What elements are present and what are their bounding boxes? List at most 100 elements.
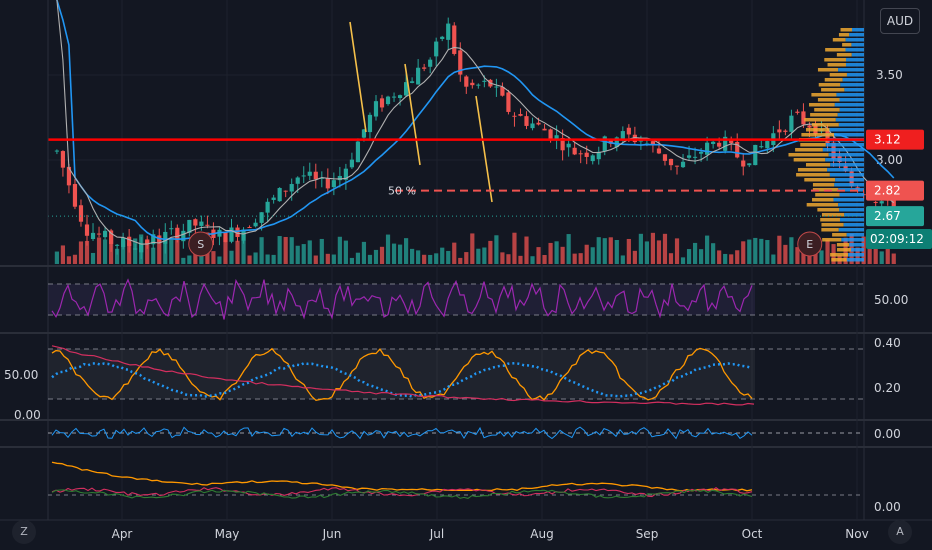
volume-bar	[235, 240, 240, 264]
candle	[199, 215, 204, 231]
x-tick-label: Jul	[429, 527, 444, 541]
profile-bar-buy	[838, 228, 864, 232]
candle	[102, 226, 108, 240]
candle-body	[614, 137, 619, 148]
volume-bar	[464, 252, 469, 264]
volume-bar	[656, 240, 662, 264]
volume-bar	[379, 246, 385, 264]
candle	[253, 218, 258, 228]
profile-bar-buy	[850, 248, 864, 252]
volume-bar	[313, 255, 318, 264]
volume-bar	[632, 250, 637, 264]
volume-bar	[662, 233, 668, 264]
candle-body	[78, 205, 84, 222]
volume-bar	[115, 248, 120, 264]
candle	[777, 120, 782, 140]
candle	[90, 223, 96, 241]
volume-bar	[807, 253, 812, 264]
profile-bar-buy	[825, 143, 864, 147]
candle	[434, 37, 439, 67]
profile-bar-sell	[812, 183, 835, 187]
auto-scale-button[interactable]: A	[888, 520, 912, 544]
osc-stochastic-line	[51, 347, 753, 402]
volume-bar	[355, 252, 361, 264]
currency-button[interactable]: AUD	[880, 8, 920, 34]
profile-bar-buy	[839, 193, 864, 197]
badge-last-price	[866, 206, 924, 227]
volume-bar	[259, 237, 264, 264]
volume-bar	[825, 239, 830, 264]
profile-bar-buy	[829, 128, 864, 132]
volume-bar	[422, 254, 427, 264]
volume-bar	[578, 253, 583, 264]
candle-body	[548, 129, 553, 140]
osc-left-tick: 0.00	[14, 408, 41, 422]
profile-bar-buy	[844, 213, 864, 217]
candle	[271, 194, 276, 204]
candle	[452, 22, 457, 56]
candle-body	[205, 224, 210, 226]
candle-body	[253, 222, 258, 227]
candle-body	[283, 190, 288, 192]
candle	[662, 154, 668, 166]
profile-bar-buy	[841, 238, 864, 242]
volume-bar	[765, 240, 770, 264]
osc-signal-dots	[51, 361, 753, 398]
volume-bar	[133, 238, 138, 264]
volume-bar	[518, 255, 523, 264]
candle	[524, 111, 529, 130]
volume-bar	[650, 232, 656, 264]
profile-bar-sell	[837, 248, 851, 252]
candle-body	[379, 98, 385, 108]
profile-bar-sell	[820, 218, 840, 222]
candle	[115, 243, 120, 255]
profile-bar-sell	[821, 213, 845, 217]
badge-timer	[866, 229, 932, 249]
badge-retracement	[866, 180, 924, 201]
profile-bar-buy	[848, 253, 864, 257]
profile-bar-buy	[845, 58, 864, 62]
trend-stroke	[475, 95, 493, 203]
candle-body	[313, 171, 318, 180]
profile-bar-sell	[817, 208, 840, 212]
candle-body	[608, 139, 613, 144]
candle-body	[638, 140, 643, 142]
volume-bar	[265, 254, 270, 264]
candle-body	[668, 158, 674, 166]
candle-body	[783, 130, 788, 132]
candle-body	[692, 156, 698, 158]
osc-right-tick: 0.20	[874, 381, 901, 395]
volume-bar	[476, 248, 481, 264]
volume-bar	[717, 250, 722, 264]
candle	[650, 139, 656, 153]
bottom-red-line	[51, 487, 753, 498]
profile-bar-buy	[838, 203, 864, 207]
volume-bar	[151, 247, 156, 264]
candle-body	[873, 201, 878, 203]
candle-body	[620, 131, 625, 139]
profile-bar-buy	[849, 243, 864, 247]
volume-bar	[403, 238, 409, 264]
profile-bar-sell	[842, 43, 852, 47]
candle-body	[355, 141, 361, 163]
candle	[391, 92, 397, 102]
candle-body	[391, 96, 397, 98]
candle-body	[656, 148, 662, 154]
candle	[265, 198, 270, 223]
volume-bar	[584, 244, 589, 264]
volume-bar	[572, 253, 577, 264]
timezone-button[interactable]: Z	[12, 520, 36, 544]
volume-bar	[283, 236, 288, 264]
candle-body	[602, 136, 607, 152]
candle	[307, 162, 312, 181]
candle	[151, 229, 156, 249]
volume-bar	[410, 248, 415, 264]
profile-bar-buy	[839, 98, 864, 102]
candle-body	[765, 141, 770, 149]
candle	[470, 79, 475, 89]
candle-body	[825, 130, 830, 144]
volume-bar	[157, 235, 162, 264]
volume-bar	[121, 240, 126, 264]
macd-tick-label: 0.00	[874, 427, 901, 441]
